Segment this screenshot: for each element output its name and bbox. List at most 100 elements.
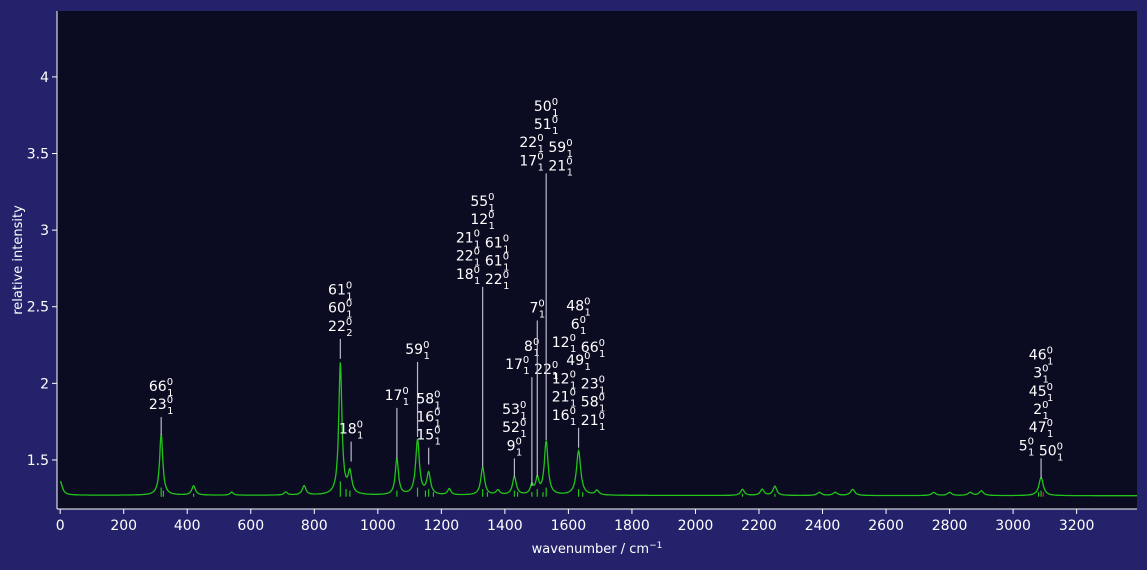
annotation-label: 170 1 210 1	[519, 151, 573, 178]
mode-superscript: 0	[537, 133, 543, 144]
mode-superscript: 0	[566, 138, 572, 149]
mode-number: 61	[480, 235, 502, 251]
mode-number: 22	[480, 272, 502, 288]
mode-subscript: 1	[570, 380, 576, 391]
mode-subscript: 1	[1047, 429, 1053, 440]
mode-number: 23	[576, 376, 598, 392]
annotation-label: 500 1	[534, 97, 559, 119]
mode-number: 17	[519, 153, 537, 169]
x-axis: 0 200 400 600 800 1000 1200 1400 1600 1800 2000 220…	[56, 508, 1137, 534]
mode-subscript: 1	[538, 162, 544, 173]
mode-number: 18	[339, 422, 357, 438]
annotation-label: 80 1	[524, 337, 540, 359]
mode-subscript: 1	[489, 221, 495, 232]
annotation-label: 210 1 610 1	[456, 228, 510, 255]
mode-subscript: 1	[474, 239, 480, 250]
mode-subscript: 1	[167, 406, 173, 417]
annotation-label: 120 1 230 1	[552, 369, 606, 396]
annotation-label: 580 1	[416, 389, 441, 411]
mode-subscript: 1	[570, 417, 576, 428]
annotation-label: 180 1	[339, 420, 364, 442]
mode-number: 59	[405, 342, 423, 358]
mode-superscript: 0	[1042, 400, 1048, 411]
annotation-label: 460 1	[1029, 345, 1054, 367]
annotation-label: 30 1	[1033, 364, 1049, 386]
mode-subscript: 1	[346, 310, 352, 321]
mode-subscript: 1	[552, 108, 558, 119]
mode-subscript: 1	[1043, 411, 1049, 422]
mode-superscript: 0	[584, 297, 590, 308]
mode-number: 12	[470, 212, 488, 228]
mode-subscript: 1	[435, 419, 441, 430]
mode-superscript: 0	[488, 192, 494, 203]
annotation-label: 610 1	[328, 281, 353, 303]
mode-number: 51	[534, 117, 552, 133]
mode-subscript: 1	[435, 437, 441, 448]
mode-superscript: 0	[346, 281, 352, 292]
mode-superscript: 0	[566, 156, 572, 167]
mode-number: 5	[1019, 438, 1028, 454]
mode-subscript: 1	[435, 400, 441, 411]
annotation-label: 170 1	[385, 386, 410, 408]
mode-number: 55	[470, 194, 488, 210]
spectrum-line	[59, 362, 1137, 497]
y-axis: 1.5 2 2.5 3 3.5 4	[27, 11, 58, 509]
mode-superscript: 0	[552, 97, 558, 108]
x-tick-label: 800	[301, 518, 328, 534]
x-tick-label: 200	[110, 518, 137, 534]
mode-superscript: 0	[552, 360, 558, 371]
mode-number: 48	[566, 299, 584, 315]
mode-number: 12	[552, 335, 570, 351]
annotation-label: 180 1 220 1	[456, 265, 510, 292]
mode-superscript: 0	[474, 265, 480, 276]
mode-superscript: 0	[599, 411, 605, 422]
annotation-label: 480 1	[566, 297, 591, 319]
mode-number: 3	[1033, 366, 1042, 382]
x-tick-label: 1200	[424, 518, 460, 534]
peak-annotation: 180 1	[339, 420, 364, 462]
mode-superscript: 0	[570, 369, 576, 380]
mode-superscript: 0	[538, 299, 544, 310]
mode-superscript: 0	[1057, 441, 1063, 452]
mode-number: 66	[576, 340, 598, 356]
mode-number: 66	[149, 379, 167, 395]
mode-number: 49	[566, 353, 584, 369]
x-tick-label: 2800	[932, 518, 968, 534]
mode-superscript: 0	[434, 426, 440, 437]
mode-subscript: 1	[538, 144, 544, 155]
mode-superscript: 0	[599, 393, 605, 404]
mode-superscript: 0	[503, 270, 509, 281]
mode-subscript: 1	[516, 447, 522, 458]
annotation-label: 120 1 660 1	[552, 333, 606, 360]
mode-number: 7	[529, 301, 538, 317]
annotation-label: 470 1	[1029, 418, 1054, 440]
mode-superscript: 0	[599, 338, 605, 349]
x-tick-label: 3000	[995, 518, 1031, 534]
mode-subscript: 1	[584, 362, 590, 373]
mode-subscript: 1	[567, 167, 573, 178]
mode-number: 22	[328, 319, 346, 335]
mode-number: 50	[1034, 443, 1056, 459]
annotation-label: 220 2	[328, 317, 353, 339]
mode-superscript: 0	[357, 420, 363, 431]
x-tick-label: 1600	[551, 518, 587, 534]
mode-subscript: 1	[523, 366, 529, 377]
annotation-label: 90 1	[507, 436, 523, 458]
annotation-label: 550 1	[470, 192, 495, 214]
mode-subscript: 1	[570, 399, 576, 410]
annotation-label: 120 1	[470, 210, 495, 232]
plot-area	[57, 11, 1137, 509]
annotation-label: 450 1	[1029, 382, 1054, 404]
mode-superscript: 0	[580, 315, 586, 326]
mode-superscript: 0	[570, 333, 576, 344]
mode-number: 23	[149, 397, 167, 413]
annotation-label: 660 1	[149, 377, 174, 399]
mode-number: 21	[576, 413, 598, 429]
mode-superscript: 0	[1047, 418, 1053, 429]
mode-subscript: 1	[1028, 447, 1034, 458]
mode-subscript: 1	[539, 310, 545, 321]
mode-subscript: 1	[403, 397, 409, 408]
